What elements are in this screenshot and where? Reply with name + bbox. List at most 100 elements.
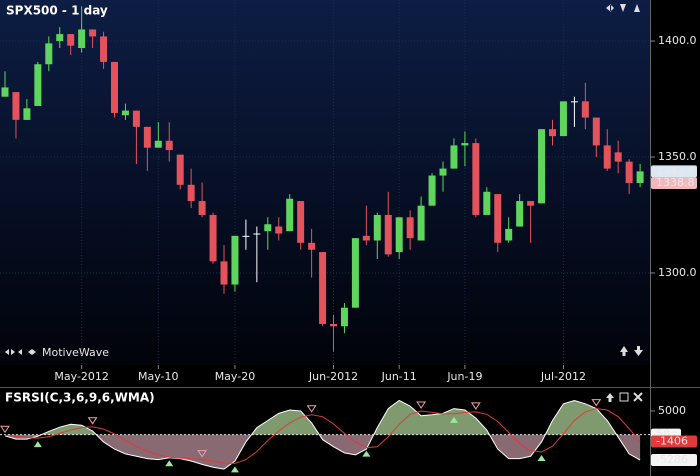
buy-signal — [33, 441, 42, 448]
candle-body — [428, 175, 436, 206]
x-tick-label: Jul-2012 — [540, 370, 586, 383]
x-tick-label: May-20 — [215, 370, 256, 383]
candle-body — [264, 224, 272, 232]
candle-body — [439, 168, 447, 176]
area-below — [5, 434, 641, 470]
candle-body — [505, 228, 513, 241]
y-tick-label: 5000 — [658, 404, 686, 417]
candle-body — [527, 201, 535, 206]
sell-signal — [306, 405, 317, 413]
candle-body — [417, 205, 425, 241]
candle-body — [581, 101, 589, 118]
x-tick-label: Jun-2012 — [308, 370, 358, 383]
candle-body — [121, 110, 129, 116]
candle-body — [100, 36, 108, 62]
candle-body — [592, 117, 600, 146]
candle-body — [351, 238, 359, 308]
candle-body — [373, 214, 381, 241]
price-label-box — [651, 165, 697, 178]
value-label-box — [651, 435, 697, 448]
candle-body — [461, 143, 469, 146]
candle-body — [450, 145, 458, 169]
candle-body — [483, 191, 491, 215]
candle-body — [231, 235, 239, 285]
sell-signal — [87, 417, 98, 425]
watermark: MotiveWave — [42, 346, 109, 359]
candle-body — [384, 214, 392, 255]
candle-body — [297, 201, 305, 243]
indicator-title: FSRSI(C,3,6,9,6,WMA) — [5, 391, 155, 405]
candle-body — [89, 29, 97, 37]
candle-body — [538, 129, 546, 204]
chart-title: SPX500 - 1 day — [6, 4, 108, 18]
candle-body — [12, 92, 20, 120]
candle-body — [67, 34, 75, 46]
price-label: 1343.8 — [656, 164, 695, 177]
panel-icons[interactable] — [606, 392, 643, 402]
sell-signal — [470, 402, 481, 410]
candle-body — [286, 198, 294, 232]
candle-body — [636, 171, 644, 183]
candle-body — [275, 226, 283, 234]
buy-signal — [230, 466, 239, 473]
value-label: -1406 — [656, 435, 688, 448]
candle-body — [242, 235, 250, 237]
candle-body — [209, 214, 217, 262]
value-label: -5286 — [656, 453, 688, 466]
sell-signal — [591, 399, 602, 407]
x-tick-label: May-10 — [138, 370, 179, 383]
y-tick-label: 1350.0 — [658, 150, 697, 163]
pan-icons[interactable] — [5, 349, 36, 355]
candle-body — [176, 154, 184, 185]
y-tick-label: 1300.0 — [658, 266, 697, 279]
candle-body — [308, 242, 316, 250]
sell-signal — [0, 425, 10, 434]
x-tick-label: Jun-11 — [381, 370, 417, 383]
candle-body — [78, 29, 86, 49]
candle-body — [143, 126, 151, 148]
value-label-box — [651, 454, 697, 467]
scroll-icons[interactable] — [606, 4, 643, 356]
candle-body — [614, 152, 622, 162]
candle-body — [34, 64, 42, 106]
candle-body — [603, 145, 611, 169]
candle-body — [45, 43, 53, 65]
candle-body — [165, 140, 173, 151]
candle-body — [362, 235, 370, 241]
buy-signal — [165, 460, 174, 467]
candle-body — [220, 261, 228, 285]
candle-body — [549, 129, 556, 137]
candle-body — [516, 201, 524, 227]
area-above — [41, 400, 617, 435]
buy-signal — [362, 450, 371, 457]
buy-signal — [537, 454, 546, 461]
candle-body — [132, 110, 140, 127]
candle-body — [625, 161, 633, 183]
candle-body — [395, 217, 403, 253]
y-tick-label: 1400.0 — [658, 34, 697, 47]
sell-signal — [416, 401, 427, 409]
candle-body — [570, 101, 578, 103]
price-label-box — [651, 176, 697, 189]
candle-body — [154, 140, 162, 148]
candle-body — [111, 61, 118, 113]
candle-body — [330, 323, 337, 327]
candle-body — [187, 184, 195, 202]
candle-body — [319, 252, 327, 324]
price-label: 1338.8 — [656, 176, 695, 189]
sell-signal — [197, 450, 208, 458]
buy-signal — [449, 416, 458, 423]
candle-body — [472, 143, 480, 215]
indicator-line — [4, 408, 641, 464]
candle-body — [340, 307, 348, 327]
candle-body — [494, 194, 502, 243]
candle-body — [1, 87, 9, 97]
x-tick-label: Jun-19 — [446, 370, 482, 383]
candle-body — [56, 34, 64, 42]
candle-body — [559, 101, 567, 137]
candle-body — [253, 233, 261, 235]
candle-body — [198, 201, 206, 215]
candle-body — [23, 108, 31, 120]
candle-body — [406, 217, 414, 239]
